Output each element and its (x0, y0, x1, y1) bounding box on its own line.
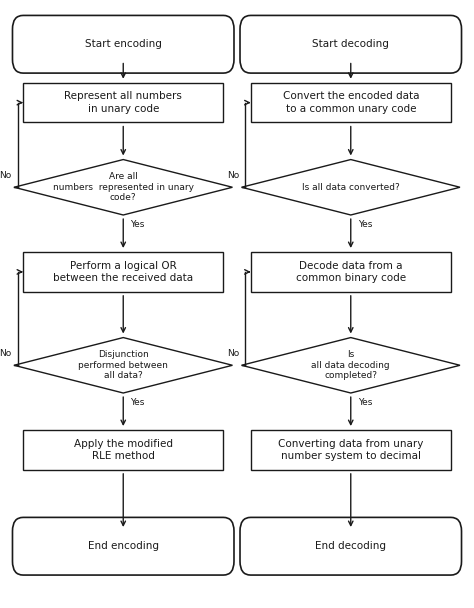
Polygon shape (14, 337, 232, 393)
FancyBboxPatch shape (12, 15, 234, 73)
Text: No: No (0, 171, 12, 180)
Text: Start decoding: Start decoding (312, 40, 389, 49)
Text: Converting data from unary
number system to decimal: Converting data from unary number system… (278, 439, 423, 461)
Text: Is
all data decoding
completed?: Is all data decoding completed? (311, 350, 390, 380)
Text: Convert the encoded data
to a common unary code: Convert the encoded data to a common una… (283, 91, 419, 114)
Bar (23, 83, 223, 122)
Text: Apply the modified
RLE method: Apply the modified RLE method (74, 439, 173, 461)
Text: Yes: Yes (130, 219, 145, 229)
Bar (23, 252, 223, 292)
Text: Represent all numbers
in unary code: Represent all numbers in unary code (64, 91, 182, 114)
Text: Perform a logical OR
between the received data: Perform a logical OR between the receive… (53, 261, 193, 283)
Text: End decoding: End decoding (315, 541, 386, 551)
FancyBboxPatch shape (12, 517, 234, 575)
Text: Is all data converted?: Is all data converted? (302, 183, 400, 192)
FancyBboxPatch shape (240, 15, 462, 73)
Text: Are all
numbers  represented in unary
code?: Are all numbers represented in unary cod… (53, 172, 194, 202)
Text: Start encoding: Start encoding (85, 40, 162, 49)
Text: Yes: Yes (130, 398, 145, 407)
Polygon shape (242, 337, 460, 393)
Bar (251, 83, 451, 122)
Bar (251, 252, 451, 292)
Text: End encoding: End encoding (88, 541, 159, 551)
Bar (23, 430, 223, 470)
Text: No: No (0, 349, 12, 358)
Text: Decode data from a
common binary code: Decode data from a common binary code (296, 261, 406, 283)
Text: Disjunction
performed between
all data?: Disjunction performed between all data? (78, 350, 168, 380)
Text: No: No (227, 349, 239, 358)
Polygon shape (242, 159, 460, 215)
Polygon shape (14, 159, 232, 215)
Text: Yes: Yes (357, 219, 372, 229)
Bar (251, 430, 451, 470)
Text: Yes: Yes (357, 398, 372, 407)
Text: No: No (227, 171, 239, 180)
FancyBboxPatch shape (240, 517, 462, 575)
